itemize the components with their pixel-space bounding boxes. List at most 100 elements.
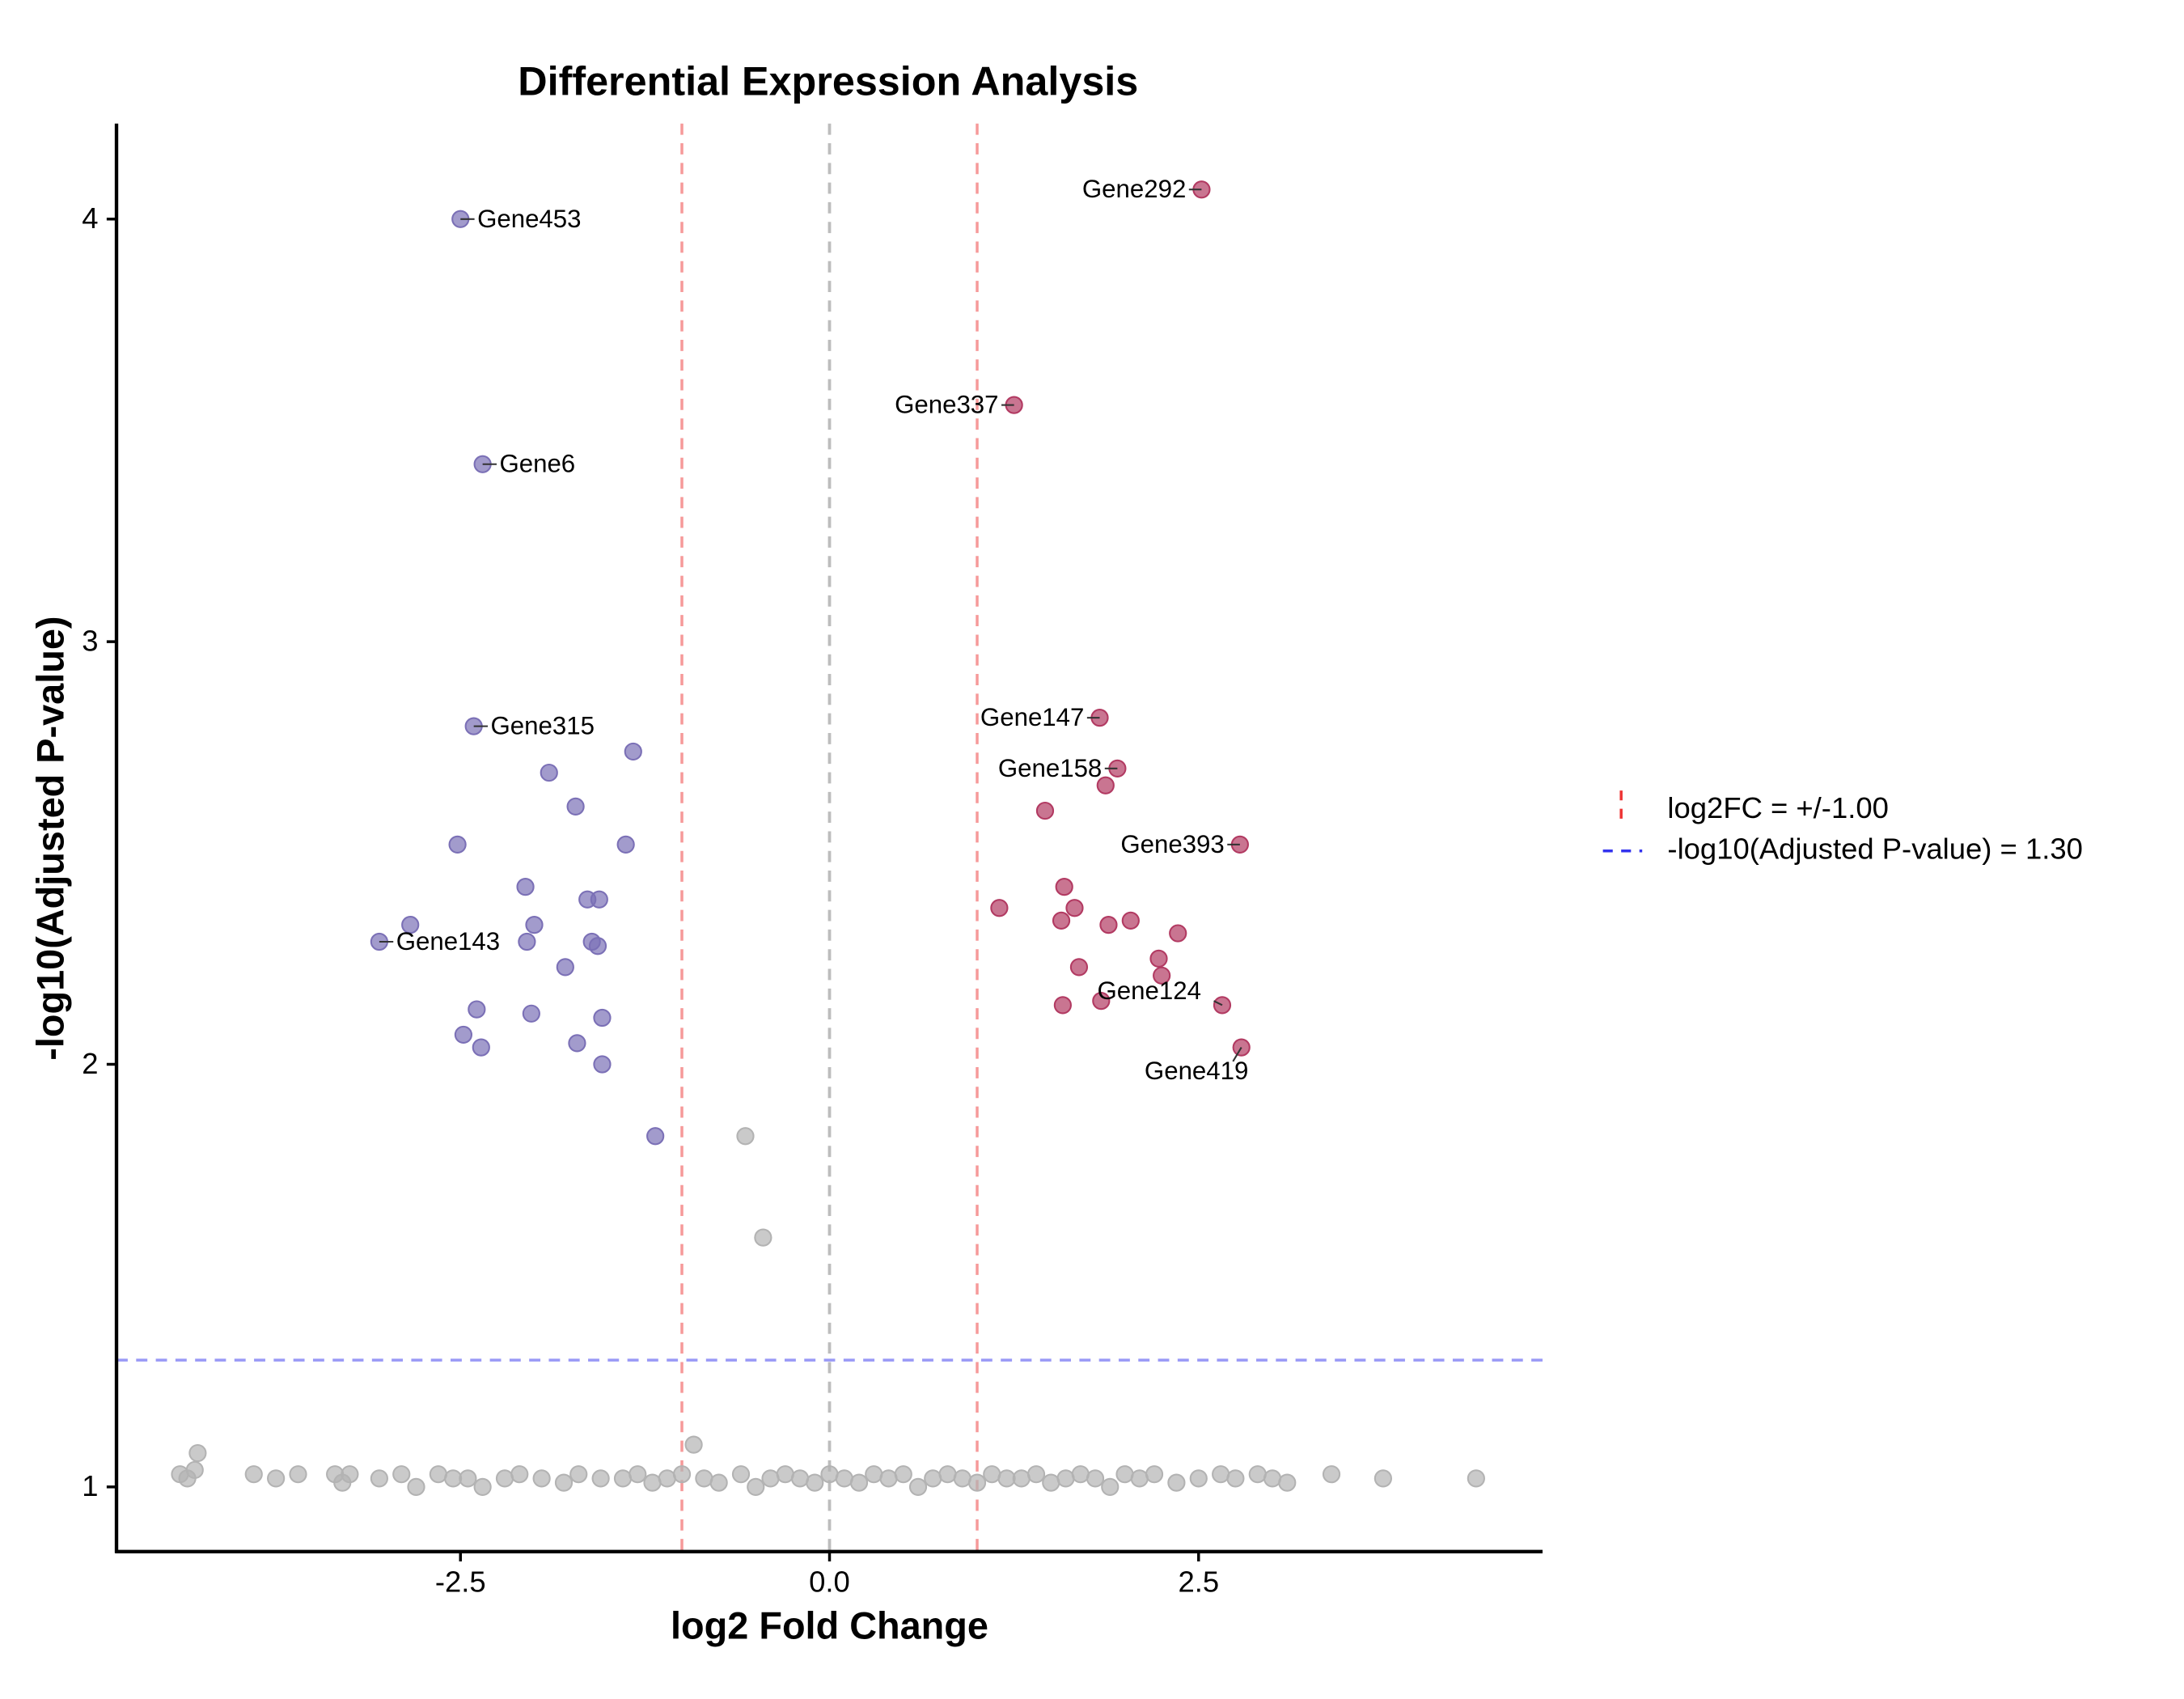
point [1322,1465,1341,1484]
y-tick-label: 1 [82,1469,98,1502]
point [472,1038,490,1057]
point [1467,1469,1485,1488]
gene-label: Gene158 [998,754,1102,782]
point [473,1477,492,1496]
point [459,1469,477,1488]
point [556,958,574,977]
point [1115,1465,1134,1484]
point [568,1034,586,1053]
point [1035,801,1055,820]
point [1065,899,1084,917]
legend-label: -log10(Adjusted P-value) = 1.30 [1667,832,2082,865]
point [1052,911,1071,930]
point [289,1465,307,1484]
point [1101,1477,1120,1496]
point [695,1469,713,1488]
point [370,1469,388,1488]
gene-label: Gene453 [477,205,581,233]
point [1056,1469,1075,1488]
label-leader [1213,1000,1223,1006]
point [754,1228,772,1247]
point [588,937,607,955]
point [429,1465,447,1484]
point [540,763,558,782]
x-tick-label: -2.5 [435,1565,486,1598]
point [616,835,635,854]
point [525,916,544,934]
point [392,1465,411,1484]
point [894,1465,912,1484]
point [776,1465,794,1484]
point [1055,877,1073,896]
gene-label: Gene124 [1098,977,1201,1005]
point [1130,1469,1149,1488]
point [444,1469,463,1488]
chart-title: Differential Expression Analysis [518,57,1138,104]
point [407,1477,425,1496]
point [1026,1465,1046,1484]
point [569,1465,588,1484]
point [646,1127,665,1146]
point [267,1469,286,1488]
point [188,1443,207,1463]
point [938,1465,957,1484]
point [1278,1473,1297,1492]
point [591,1469,610,1488]
point [1012,1469,1031,1488]
point [1373,1469,1393,1488]
point [1167,1473,1186,1492]
gene-label: Gene147 [980,703,1084,731]
point [1042,1473,1060,1492]
point [879,1469,898,1488]
point [593,1008,612,1027]
point [578,890,597,909]
point [835,1469,853,1488]
point [244,1465,263,1484]
point [554,1473,574,1492]
gene-label: Gene6 [499,450,575,478]
point [1121,911,1140,930]
point [448,835,467,854]
point [178,1469,197,1488]
point [532,1469,551,1488]
point [1096,776,1115,794]
point [806,1473,824,1492]
point [401,916,420,934]
point [1153,966,1171,985]
point [849,1473,869,1492]
point [1189,1469,1208,1488]
label-leader [1232,1047,1242,1062]
point [518,932,536,951]
point [747,1477,765,1496]
point [1169,924,1187,943]
point [1092,992,1111,1011]
point [629,1465,647,1484]
point [1263,1469,1282,1488]
point [643,1473,662,1492]
point [1213,996,1232,1015]
gene-label: Gene143 [396,927,500,955]
point [684,1435,703,1454]
point [566,797,585,816]
point [865,1465,883,1484]
x-tick-label: 0.0 [809,1565,850,1598]
gene-label: Gene292 [1082,175,1186,203]
x-tick-label: 2.5 [1178,1565,1219,1598]
point [731,1465,751,1484]
point [924,1469,942,1488]
point [1069,958,1089,977]
y-tick-label: 3 [82,624,98,657]
x-axis-title: log2 Fold Change [671,1605,988,1647]
point [1232,1038,1251,1057]
y-tick-label: 2 [82,1047,98,1080]
point [1053,996,1072,1015]
point [495,1469,514,1488]
point [468,1000,486,1019]
point [761,1469,780,1488]
point [1149,949,1168,968]
point [624,742,642,761]
point [516,877,535,896]
point [997,1469,1016,1488]
gene-label: Gene315 [491,712,595,740]
